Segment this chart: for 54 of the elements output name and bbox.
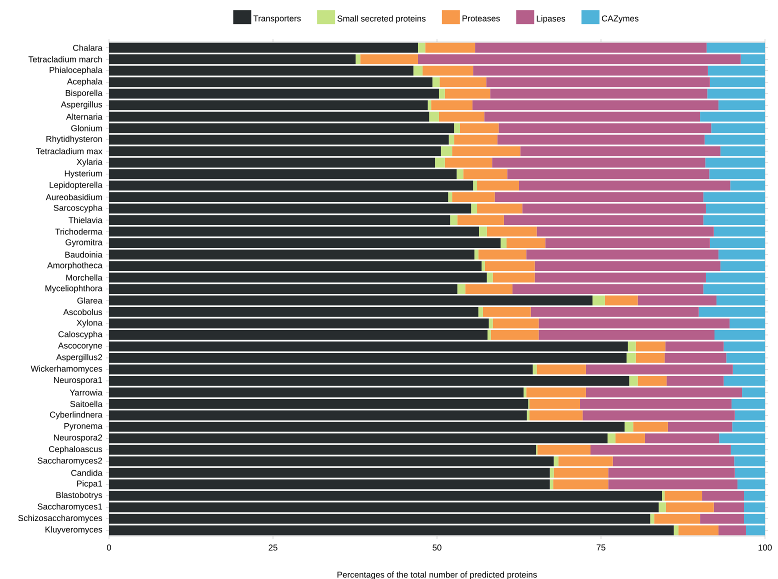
y-tick-label: Phialocephala bbox=[50, 66, 102, 75]
y-tick-label: Amorphotheca bbox=[47, 262, 102, 270]
y-tick-label: Gyromitra bbox=[66, 239, 102, 248]
y-tick-label: Neurospora2 bbox=[54, 434, 102, 442]
legend-label: Lipases bbox=[536, 15, 566, 24]
y-tick-label: Ascocoryne bbox=[58, 342, 102, 350]
x-tick-label: 100 bbox=[758, 544, 772, 551]
y-tick-label: Myceliophthora bbox=[46, 285, 102, 293]
y-tick-label: Morchella bbox=[66, 274, 102, 281]
y-tick-label: Thielavia bbox=[68, 216, 102, 224]
x-tick-label: 25 bbox=[268, 544, 278, 551]
y-tick-label: Cyberlindnera bbox=[50, 411, 102, 420]
y-tick-label: Ascobolus bbox=[63, 308, 102, 316]
y-tick-label: Trichoderma bbox=[55, 228, 102, 235]
legend-label: Small secreted proteins bbox=[337, 15, 426, 24]
y-tick-label: Aspergillus2 bbox=[56, 354, 102, 362]
y-tick-label: Neurospora1 bbox=[54, 377, 102, 385]
y-tick-label: Xylaria bbox=[76, 158, 102, 167]
y-tick-label: Saitoella bbox=[70, 400, 102, 408]
y-tick-label: Chalara bbox=[73, 44, 102, 51]
y-tick-label: Rhytidhysteron bbox=[46, 136, 102, 144]
y-tick-label: Tetracladium max bbox=[36, 148, 102, 154]
legend-label: Transporters bbox=[253, 15, 301, 24]
y-tick-label: Alternaria bbox=[66, 114, 102, 120]
x-tick-label: 0 bbox=[106, 544, 112, 551]
y-tick-label: Glonium bbox=[71, 125, 102, 132]
y-tick-label: Baudoinia bbox=[65, 251, 102, 258]
legend-label: Proteases bbox=[462, 15, 500, 22]
y-tick-label: Hysterium bbox=[64, 170, 102, 178]
y-tick-label: Blastobotrys bbox=[56, 492, 102, 500]
y-tick-label: Wickerhamomyces bbox=[30, 365, 102, 374]
y-tick-label: Xylona bbox=[76, 320, 102, 328]
x-tick-label: 75 bbox=[596, 544, 606, 550]
y-tick-label: Glarea bbox=[77, 297, 102, 304]
y-tick-label: Kluyveromyces bbox=[46, 526, 102, 534]
y-tick-label: Aspergillus bbox=[60, 101, 102, 110]
y-tick-label: Schizosaccharomyces bbox=[18, 514, 102, 523]
y-tick-label: Candida bbox=[71, 470, 102, 476]
y-tick-label: Saccharomyces1 bbox=[38, 503, 102, 512]
y-tick-label: Aureobasidium bbox=[46, 194, 102, 200]
y-tick-label: Saccharomyces2 bbox=[38, 457, 102, 466]
x-axis-title: Percentages of the total number of predicted proteins bbox=[338, 571, 537, 579]
y-tick-label: Bisporella bbox=[66, 90, 102, 98]
y-tick-label: Caloscypha bbox=[58, 330, 102, 339]
x-tick-label: 50 bbox=[432, 544, 442, 551]
y-tick-label: Acephala bbox=[67, 78, 102, 86]
y-tick-label: Cephaloascus bbox=[49, 446, 102, 454]
y-tick-label: Picpa1 bbox=[77, 480, 102, 488]
y-tick-label: Tetracladium march bbox=[28, 56, 102, 62]
y-tick-label: Sarcoscypha bbox=[54, 204, 102, 213]
y-tick-label: Lepidopterella bbox=[50, 182, 102, 190]
y-tick-label: Yarrowia bbox=[70, 389, 102, 396]
y-tick-label: Pyronema bbox=[64, 423, 102, 431]
legend-label: CAZymes bbox=[602, 15, 638, 24]
